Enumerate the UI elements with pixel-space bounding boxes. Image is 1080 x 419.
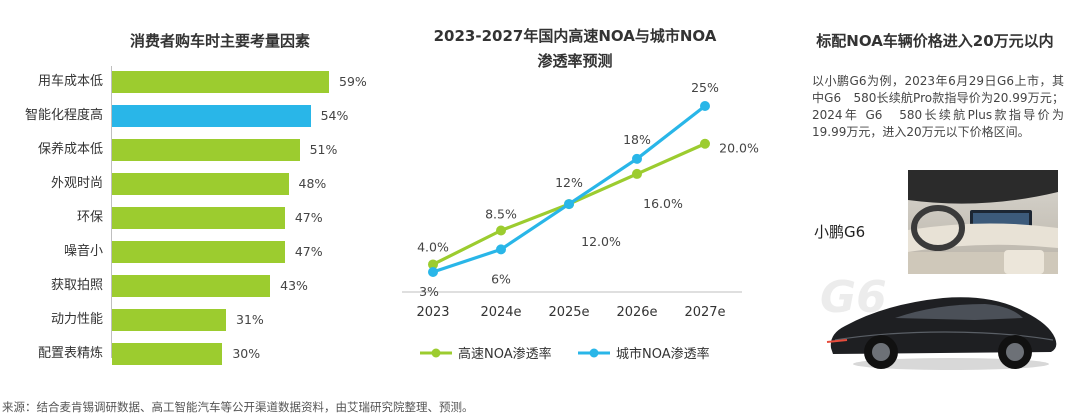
x-tick-label: 2023 <box>416 305 449 320</box>
data-label: 6% <box>491 271 511 286</box>
bar-category-label: 用车成本低 <box>37 74 103 89</box>
data-label: 3% <box>419 284 439 299</box>
data-point <box>700 138 710 149</box>
car-exterior-image <box>826 297 1057 370</box>
legend-label: 高速NOA渗透率 <box>458 346 552 362</box>
consideration-bar-chart: 消费者购车时主要考量因素 用车成本低 59% 智能化程度高 54% 保养成本低 51% 外观… <box>0 0 380 390</box>
bar-chart-axis <box>111 66 112 358</box>
legend-swatch-dot <box>431 348 441 358</box>
bar <box>112 241 285 263</box>
source-footnote: 来源：结合麦肯锡调研数据、高工智能汽车等公开渠道数据资料，由艾瑞研究院整理、预测… <box>2 400 474 414</box>
x-tick-label: 2026e <box>616 305 657 320</box>
bar-category-label: 保养成本低 <box>37 142 103 157</box>
bar-row: 动力性能 31% <box>0 308 380 332</box>
bar <box>112 139 300 161</box>
bar-row: 噪音小 47% <box>0 240 380 264</box>
bar-category-label: 配置表精炼 <box>37 346 103 361</box>
data-label: 12% <box>555 175 583 190</box>
bar-value-label: 59% <box>339 74 367 89</box>
bar-value-label: 30% <box>232 346 261 361</box>
bar-row: 配置表精炼 30% <box>0 342 380 366</box>
line-chart-title-line2: 渗透率预测 <box>537 52 613 70</box>
bar <box>112 173 289 195</box>
car-name-label: 小鹏G6 <box>814 223 866 241</box>
car-interior-image <box>908 170 1058 274</box>
bar-value-label: 47% <box>294 244 323 259</box>
bar-row: 智能化程度高 54% <box>0 104 380 128</box>
x-tick-label: 2024e <box>480 305 521 320</box>
data-point <box>632 153 642 164</box>
price-info-title: 标配NOA车辆价格进入20万元以内 <box>816 32 1054 50</box>
bar-category-label: 动力性能 <box>50 312 103 327</box>
bar-value-label: 54% <box>320 108 349 123</box>
bar-category-label: 环保 <box>76 210 103 225</box>
bar-chart-title: 消费者购车时主要考量因素 <box>129 32 310 50</box>
bar-row: 环保 47% <box>0 206 380 230</box>
bar <box>112 207 285 229</box>
x-tick-label: 2025e <box>548 305 589 320</box>
data-point <box>496 244 506 255</box>
data-point <box>564 199 574 210</box>
data-label: 18% <box>623 132 651 147</box>
bar <box>112 343 223 365</box>
bar-category-label: 外观时尚 <box>50 176 103 191</box>
legend-swatch-dot <box>589 348 599 358</box>
data-label: 4.0% <box>417 239 449 254</box>
bar <box>112 71 329 93</box>
data-point <box>428 267 438 277</box>
legend-label: 城市NOA渗透率 <box>616 346 710 362</box>
data-label: 8.5% <box>485 207 517 222</box>
bar <box>112 105 311 127</box>
data-label: 16.0% <box>643 196 683 211</box>
data-point <box>496 225 506 236</box>
bar-value-label: 48% <box>298 176 327 191</box>
data-point <box>700 101 710 111</box>
bar-category-label: 噪音小 <box>63 244 103 259</box>
bar-value-label: 51% <box>309 142 338 157</box>
x-tick-label: 2027e <box>684 305 725 320</box>
price-info-panel: 标配NOA车辆价格进入20万元以内 以小鹏G6为例，2023年6月29日G6上市… <box>790 0 1080 390</box>
bar-category-label: 智能化程度高 <box>24 108 103 123</box>
data-label: 12.0% <box>581 234 621 249</box>
data-point <box>632 168 642 179</box>
bar <box>112 275 271 297</box>
data-label: 20.0% <box>719 141 759 156</box>
bar-row: 保养成本低 51% <box>0 138 380 162</box>
bar-value-label: 43% <box>280 278 308 293</box>
price-info-description: 以小鹏G6为例，2023年6月29日G6上市，其中G6 580长续航Pro款指导… <box>812 74 1064 139</box>
data-point <box>428 259 438 270</box>
line-chart-title-line1: 2023-2027年国内高速NOA与城市NOA <box>433 27 717 45</box>
noa-penetration-line-chart: 2023-2027年国内高速NOA与城市NOA 渗透率预测 2023 2024e 2… <box>390 0 790 390</box>
bar-row: 用车成本低 59% <box>0 70 380 94</box>
data-label: 25% <box>691 80 719 95</box>
bar-value-label: 47% <box>294 210 323 225</box>
bar-value-label: 31% <box>236 312 264 327</box>
bar-row: 外观时尚 48% <box>0 172 380 196</box>
line-chart-svg: 2023 2024e 2025e 2026e 2027e 4.0% 8.5% 12.0% 16.… <box>402 80 759 362</box>
bar-category-label: 获取拍照 <box>50 278 103 293</box>
bar-row: 获取拍照 43% <box>0 274 380 298</box>
bar <box>112 309 227 331</box>
